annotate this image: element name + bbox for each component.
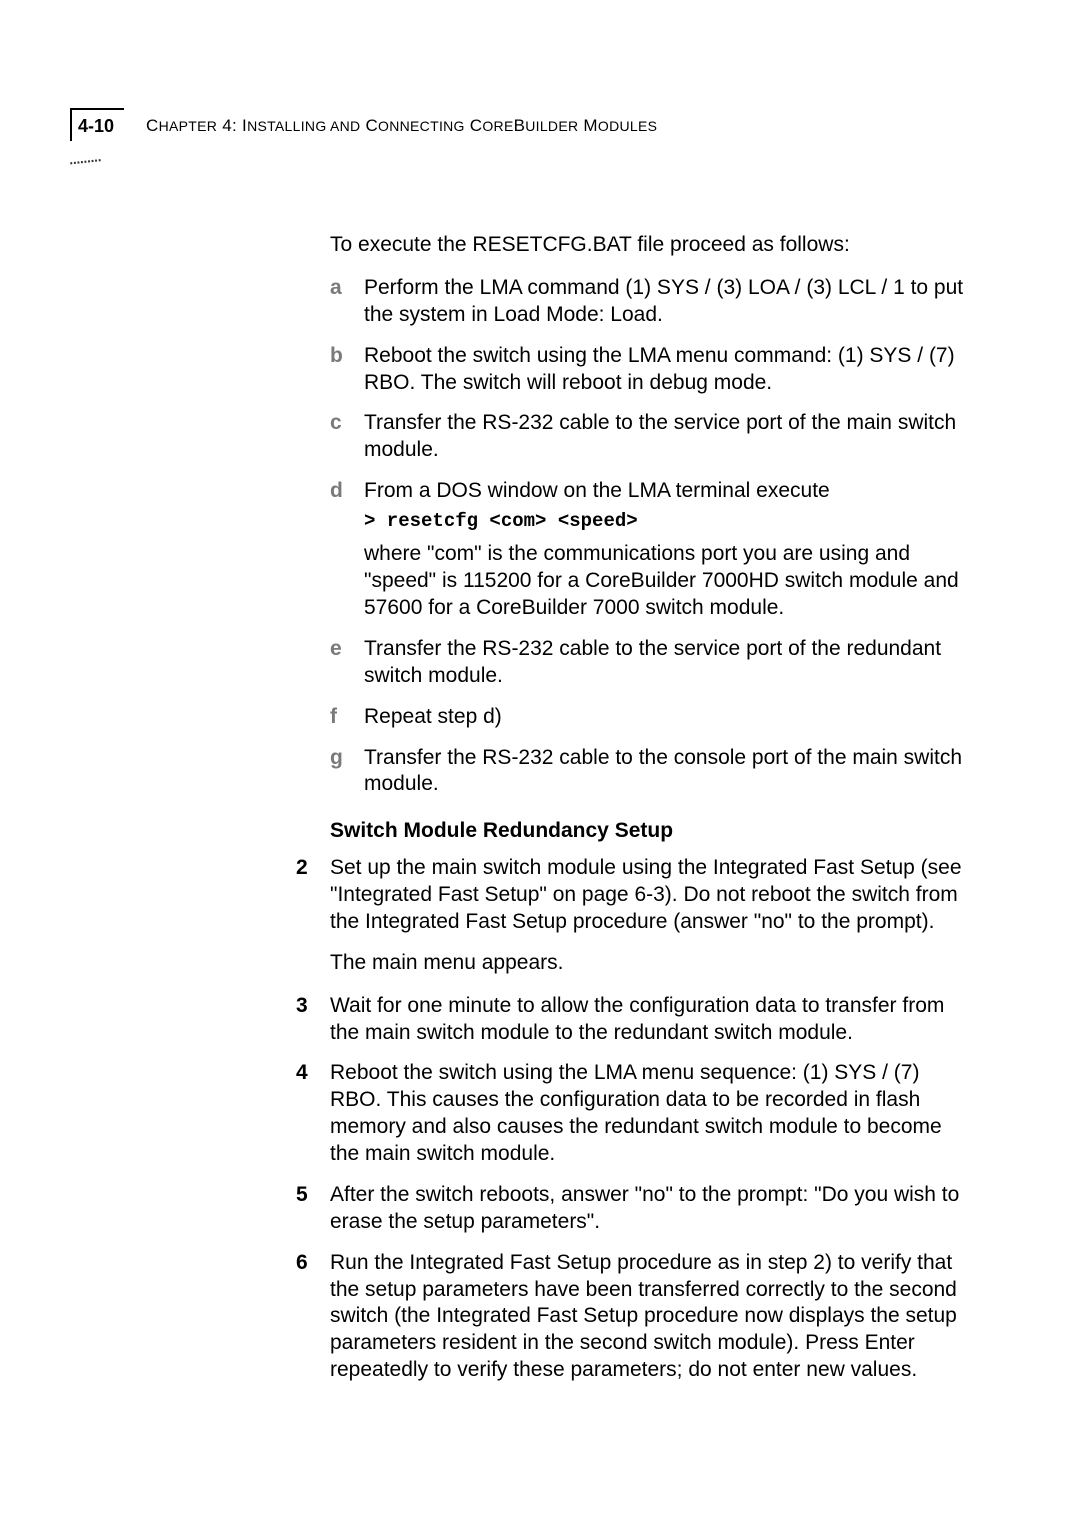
step-b: b Reboot the switch using the LMA menu c…	[330, 343, 970, 397]
text-b: Reboot the switch using the LMA menu com…	[364, 343, 970, 397]
code-d: > resetcfg <com> <speed>	[364, 509, 970, 533]
text-3: Wait for one minute to allow the configu…	[330, 993, 970, 1047]
text-2: Set up the main switch module using the …	[330, 855, 970, 936]
intro-text: To execute the RESETCFG.BAT file proceed…	[330, 232, 970, 259]
label-c: c	[330, 410, 364, 464]
step-a: a Perform the LMA command (1) SYS / (3) …	[330, 275, 970, 329]
step-d: d From a DOS window on the LMA terminal …	[330, 478, 970, 505]
text-d: From a DOS window on the LMA terminal ex…	[364, 478, 970, 505]
body-content: To execute the RESETCFG.BAT file proceed…	[330, 232, 970, 1398]
step-3: 3 Wait for one minute to allow the confi…	[296, 993, 970, 1047]
text-c: Transfer the RS-232 cable to the service…	[364, 410, 970, 464]
text-a: Perform the LMA command (1) SYS / (3) LO…	[364, 275, 970, 329]
page: 4-10 CHAPTER 4: INSTALLING AND CONNECTIN…	[0, 0, 1080, 1528]
decorative-dots: .........	[67, 144, 101, 170]
label-6: 6	[296, 1250, 330, 1384]
label-e: e	[330, 636, 364, 690]
label-4: 4	[296, 1060, 330, 1168]
step-c: c Transfer the RS-232 cable to the servi…	[330, 410, 970, 464]
page-header: 4-10 CHAPTER 4: INSTALLING AND CONNECTIN…	[70, 108, 1010, 141]
label-3: 3	[296, 993, 330, 1047]
step-5: 5 After the switch reboots, answer "no" …	[296, 1182, 970, 1236]
label-d: d	[330, 478, 364, 505]
step-6: 6 Run the Integrated Fast Setup procedur…	[296, 1250, 970, 1384]
section-heading: Switch Module Redundancy Setup	[330, 818, 970, 845]
step-g: g Transfer the RS-232 cable to the conso…	[330, 745, 970, 799]
chapter-title: CHAPTER 4: INSTALLING AND CONNECTING COR…	[146, 108, 657, 136]
text-e: Transfer the RS-232 cable to the service…	[364, 636, 970, 690]
label-a: a	[330, 275, 364, 329]
chap-text: CHAPTER 4: INSTALLING AND CONNECTING COR…	[146, 116, 657, 135]
text-4: Reboot the switch using the LMA menu seq…	[330, 1060, 970, 1168]
text-g: Transfer the RS-232 cable to the console…	[364, 745, 970, 799]
label-g: g	[330, 745, 364, 799]
label-2: 2	[296, 855, 330, 936]
label-5: 5	[296, 1182, 330, 1236]
step-f: f Repeat step d)	[330, 704, 970, 731]
step-2: 2 Set up the main switch module using th…	[296, 855, 970, 936]
text-5: After the switch reboots, answer "no" to…	[330, 1182, 970, 1236]
text-6: Run the Integrated Fast Setup procedure …	[330, 1250, 970, 1384]
step-2-after: The main menu appears.	[330, 950, 970, 977]
step-e: e Transfer the RS-232 cable to the servi…	[330, 636, 970, 690]
page-number: 4-10	[70, 108, 124, 141]
step-4: 4 Reboot the switch using the LMA menu s…	[296, 1060, 970, 1168]
label-b: b	[330, 343, 364, 397]
label-f: f	[330, 704, 364, 731]
para-d: where "com" is the communications port y…	[364, 541, 970, 622]
text-f: Repeat step d)	[364, 704, 970, 731]
